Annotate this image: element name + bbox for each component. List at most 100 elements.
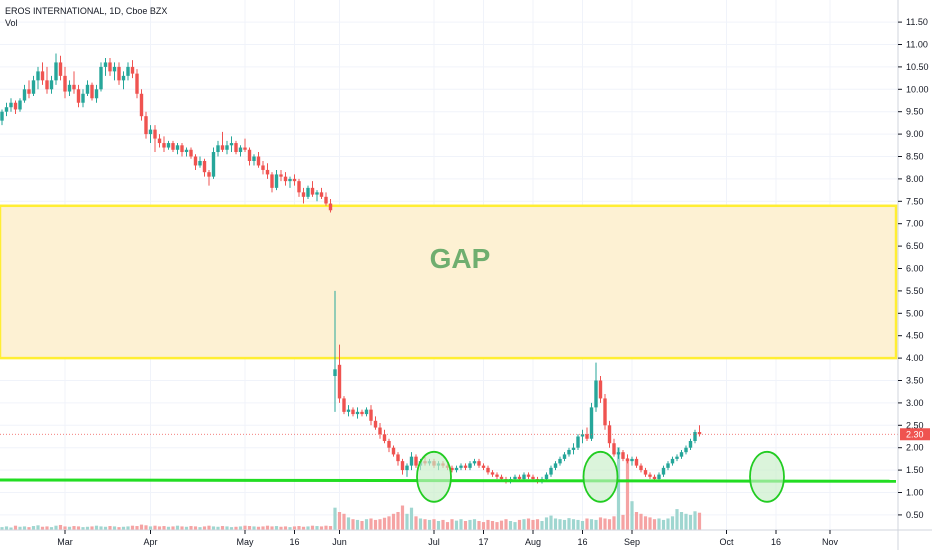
candle <box>472 458 477 466</box>
candle <box>648 472 652 480</box>
time-tick-label: May <box>236 537 254 547</box>
candle-body <box>54 62 58 81</box>
volume-bar <box>292 526 297 530</box>
volume-bar <box>369 518 373 530</box>
volume-bar <box>625 458 630 530</box>
candle <box>585 427 589 441</box>
candle <box>328 199 333 213</box>
candle <box>373 416 378 430</box>
volume-bar <box>450 519 454 530</box>
candle-body <box>652 476 657 480</box>
volume-bar <box>549 515 553 530</box>
candle-body <box>544 474 549 480</box>
candle <box>355 407 360 419</box>
volume-bar <box>225 526 229 530</box>
volume-bar <box>603 518 607 530</box>
volume-bar <box>540 521 544 530</box>
candle-body <box>688 440 693 448</box>
candle-body <box>391 447 396 455</box>
volume-bar <box>108 526 112 530</box>
candle <box>175 143 180 155</box>
price-tick-label: 3.50 <box>906 376 924 386</box>
price-tick-label: 9.00 <box>906 129 924 139</box>
candle <box>342 396 346 415</box>
candle-body <box>67 84 72 92</box>
highlight-circle <box>416 450 452 503</box>
candle <box>351 407 355 417</box>
candle-body <box>409 456 414 466</box>
candle-body <box>373 420 378 428</box>
volume-bar <box>157 526 162 530</box>
candle <box>171 140 175 153</box>
volume-bar <box>463 521 468 530</box>
candle <box>693 429 697 444</box>
candle-body <box>319 192 324 197</box>
volume-bar <box>598 517 603 530</box>
candle-body <box>279 174 283 177</box>
volume-bar <box>594 519 598 530</box>
time-tick-label: Mar <box>57 537 73 547</box>
volume-bar <box>364 519 369 530</box>
candle-body <box>562 454 567 459</box>
volume-indicator-label: Vol <box>5 18 18 28</box>
volume-bar <box>162 526 166 530</box>
candle <box>189 147 193 159</box>
candle <box>13 100 18 114</box>
highlight-circle <box>749 450 785 503</box>
candle-body <box>139 93 144 117</box>
candle <box>292 174 297 186</box>
candle <box>679 449 684 459</box>
candle <box>396 452 400 466</box>
candle <box>90 82 94 101</box>
volume-bar <box>103 526 108 530</box>
time-tick-label: 16 <box>289 537 299 547</box>
candle-body <box>648 474 652 477</box>
candle-body <box>171 143 175 150</box>
candle-body <box>553 463 558 468</box>
candle <box>76 84 81 108</box>
volume-bar <box>31 526 36 530</box>
candle-body <box>130 66 135 74</box>
price-tick-label: 1.50 <box>906 465 924 475</box>
volume-bar <box>306 526 310 530</box>
candle-body <box>414 456 418 466</box>
volume-bar <box>387 516 391 530</box>
candle <box>157 134 162 148</box>
volume-bar <box>180 526 184 530</box>
candle-body <box>598 380 603 399</box>
time-tick-label: Nov <box>822 537 839 547</box>
volume-bar <box>171 526 175 530</box>
volume-bar <box>27 527 31 530</box>
volume-bar <box>130 525 135 530</box>
volume-bar <box>333 507 337 530</box>
volume-bar <box>459 519 463 530</box>
candle <box>261 160 265 175</box>
candle-body <box>472 461 477 464</box>
candle-body <box>337 364 342 399</box>
candle <box>684 445 688 455</box>
volume-bar <box>508 521 513 530</box>
candle <box>112 62 117 81</box>
candle <box>22 84 27 103</box>
volume-bar <box>661 519 666 530</box>
volume-bar <box>414 516 418 530</box>
candle <box>126 62 130 81</box>
time-tick-label: Jun <box>332 537 347 547</box>
candle <box>616 447 621 459</box>
volume-bar <box>135 526 139 530</box>
last-price-badge <box>900 428 930 441</box>
volume-bar <box>117 527 121 530</box>
volume-bar <box>432 519 436 530</box>
candle-body <box>0 111 4 121</box>
volume-bar <box>580 521 585 530</box>
candle <box>67 80 72 97</box>
candle-body <box>121 75 126 81</box>
candle <box>333 290 337 412</box>
candle <box>166 140 171 150</box>
volume-bar <box>688 514 693 530</box>
candle-body <box>252 156 256 161</box>
volume-bar <box>630 501 634 530</box>
candle-body <box>486 467 490 473</box>
candle <box>130 60 135 79</box>
time-tick-label: Oct <box>719 537 734 547</box>
